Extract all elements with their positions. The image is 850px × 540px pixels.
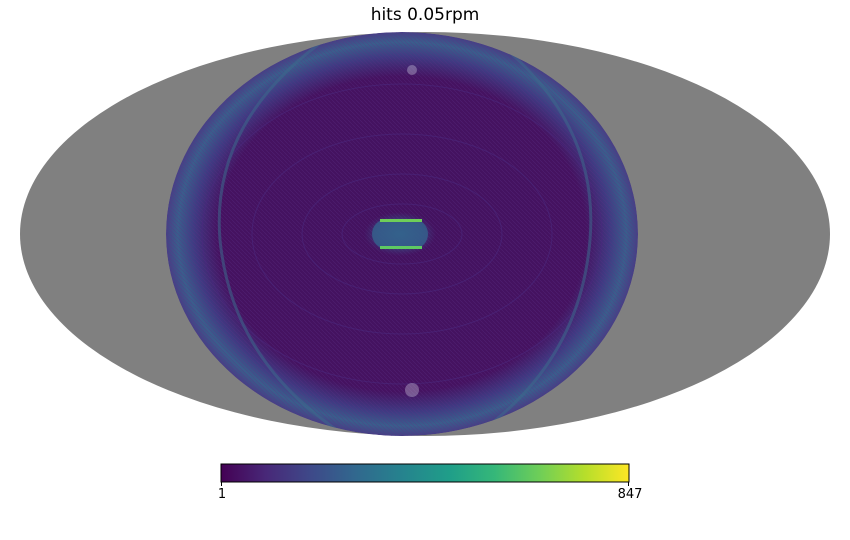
colorbar-min-label: 1 xyxy=(217,487,227,502)
scan-bands xyxy=(201,83,603,385)
colorbar xyxy=(220,463,630,483)
chart-title: hits 0.05rpm xyxy=(370,5,480,25)
speckle-top xyxy=(407,65,417,75)
observed-region xyxy=(166,32,638,436)
outer-ring-right xyxy=(479,34,593,434)
speckle-bottom xyxy=(405,383,419,397)
outer-ring-left xyxy=(217,34,341,434)
colorbar-max-label: 847 xyxy=(617,487,643,502)
central-hotspot-body xyxy=(372,219,428,249)
